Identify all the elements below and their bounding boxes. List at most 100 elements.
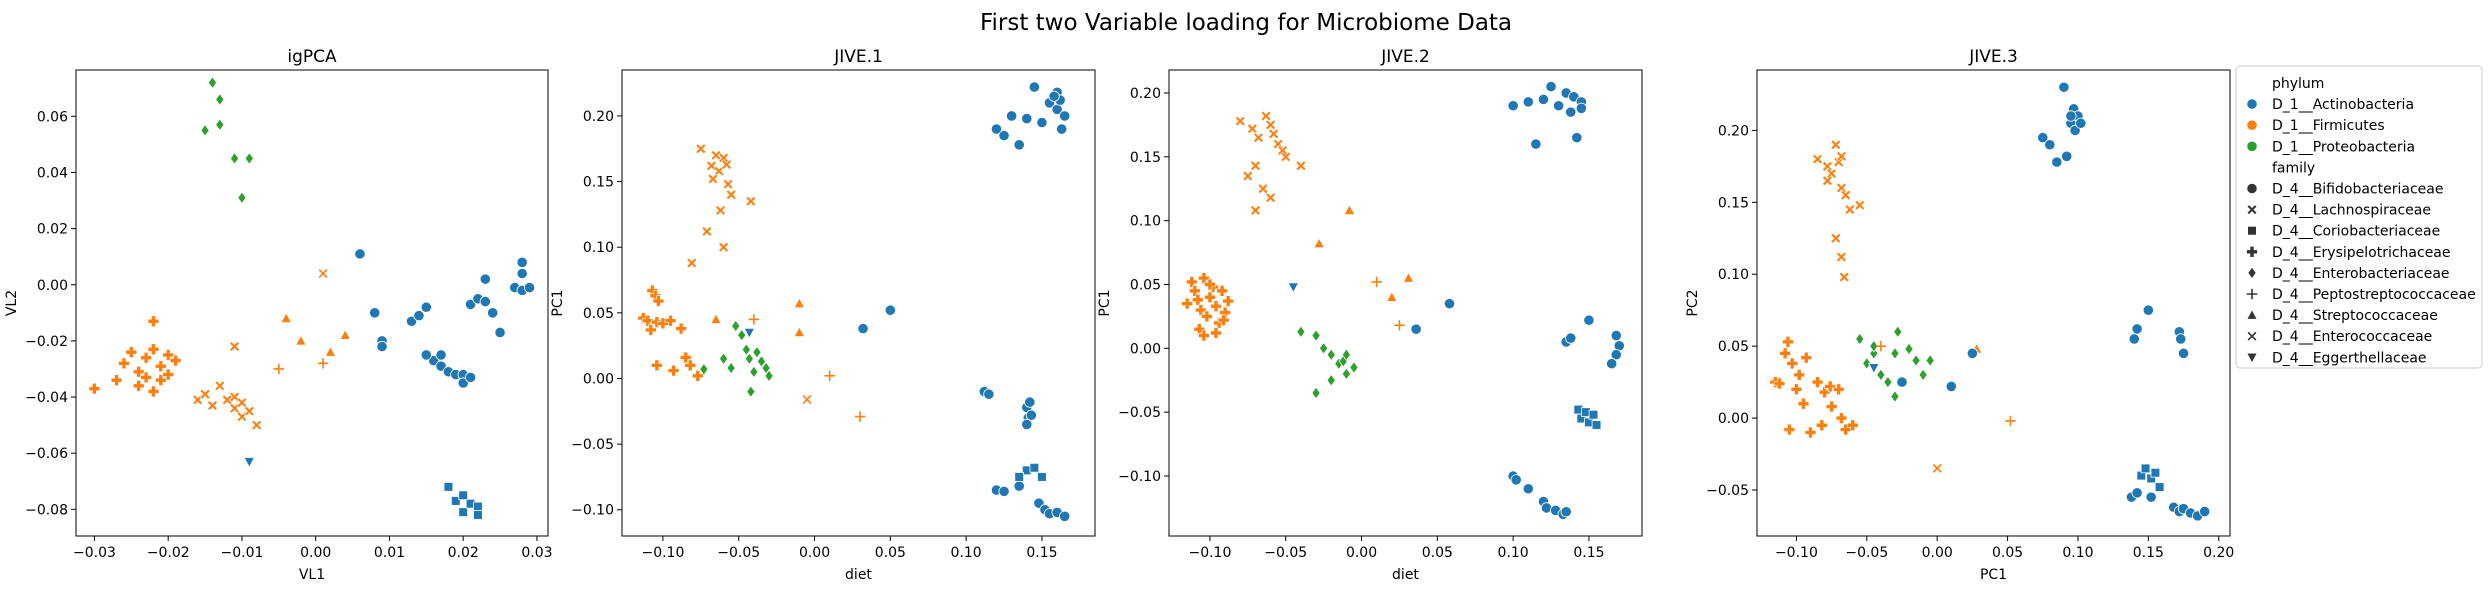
x-tick-label: 0.05	[1422, 545, 1453, 561]
point-4-67	[2131, 323, 2143, 335]
point-2-65	[1048, 90, 1060, 102]
point-1-38	[324, 345, 337, 357]
point-4-10	[1818, 386, 1831, 398]
point-4-21	[1822, 160, 1833, 172]
point-2-51	[884, 304, 896, 316]
x-tick-label: 0.00	[1346, 545, 1377, 561]
point-4-9	[1811, 376, 1824, 388]
point-2-84	[1014, 472, 1025, 482]
point-3-65	[1575, 102, 1587, 114]
point-3-54	[1507, 100, 1519, 112]
x-axis-label: diet	[1392, 567, 1419, 583]
point-1-28	[200, 123, 210, 137]
point-3-32	[1250, 205, 1261, 216]
point-3-45	[1287, 282, 1300, 294]
point-3-20	[1247, 123, 1258, 135]
subplot-1: −0.03 −0.02 −0.01 0.00 0.01 0.02 0.03 −0.08 −0.0…	[4, 47, 553, 583]
point-4-1	[1773, 377, 1786, 390]
point-2-47	[746, 385, 756, 399]
point-4-59	[2061, 150, 2073, 162]
point-4-43	[1925, 354, 1935, 367]
point-2-64	[1056, 123, 1068, 135]
point-3-22	[1260, 110, 1272, 122]
points-4	[1769, 81, 2211, 522]
x-tick-label: 0.10	[2062, 545, 2093, 561]
point-3-86	[1591, 420, 1602, 430]
point-1-13	[162, 368, 174, 381]
point-1-72	[458, 490, 469, 501]
point-1-39	[273, 363, 285, 375]
point-1-31	[215, 118, 225, 132]
point-3-15	[1198, 329, 1210, 342]
x-tick-label: 0.05	[875, 545, 906, 561]
point-1-67	[516, 267, 528, 280]
point-3-37	[1326, 348, 1336, 362]
point-2-31	[793, 297, 806, 309]
point-4-6	[1793, 369, 1805, 381]
y-tick-label: 0.00	[1130, 341, 1161, 357]
point-2-53	[998, 130, 1010, 142]
point-1-41	[339, 328, 352, 340]
point-4-40	[1904, 342, 1914, 356]
point-4-8	[1800, 351, 1813, 364]
point-1-47	[405, 315, 418, 327]
point-2-35	[854, 411, 866, 422]
point-3-75	[1522, 483, 1534, 495]
point-1-48	[413, 310, 425, 322]
legend-phylum-marker	[2246, 140, 2258, 152]
point-2-46	[764, 369, 774, 383]
x-axis-label: PC1	[1980, 567, 2007, 583]
point-3-29	[1242, 170, 1254, 182]
point-2-25	[715, 205, 726, 216]
point-2-2	[652, 295, 665, 307]
legend: phylum D_1__Actinobacteria D_1__Firmicutes…	[2235, 65, 2483, 369]
point-3-59	[1553, 100, 1565, 112]
point-3-66	[1583, 314, 1595, 326]
point-2-33	[824, 370, 835, 382]
point-1-51	[420, 349, 432, 361]
point-2-72	[1021, 418, 1033, 431]
point-2-11	[679, 351, 692, 364]
point-1-62	[487, 307, 499, 319]
point-4-19	[1804, 426, 1817, 439]
legend-box	[2235, 65, 2483, 369]
point-2-24	[745, 195, 757, 207]
point-2-83	[1037, 472, 1047, 482]
legend-family-marker	[2246, 246, 2258, 258]
point-3-18	[1204, 278, 1216, 291]
point-1-23	[236, 397, 248, 409]
subplot-3: −0.10 −0.05 0.00 0.05 0.10 0.15 −0.10 −0.05 0.00…	[1097, 47, 1643, 583]
subplot-title: igPCA	[287, 47, 337, 67]
point-1-73	[458, 507, 469, 517]
point-1-53	[435, 349, 447, 361]
point-2-13	[692, 370, 704, 382]
point-1-61	[479, 295, 491, 308]
point-4-48	[1875, 340, 1887, 352]
point-2-38	[731, 319, 741, 333]
point-2-27	[718, 241, 729, 253]
x-tick-label: −0.05	[717, 545, 760, 561]
point-2-52	[990, 123, 1003, 135]
point-3-41	[1349, 361, 1359, 374]
legend-family-label: D_4__Streptococcaceae	[2272, 308, 2438, 324]
point-2-22	[707, 173, 719, 185]
legend-family-marker	[2246, 204, 2258, 215]
point-3-44	[1311, 386, 1321, 400]
point-4-39	[1893, 325, 1903, 339]
point-4-36	[1876, 368, 1886, 382]
point-2-32	[793, 326, 806, 338]
point-4-71	[2177, 347, 2190, 359]
y-tick-label: 0.00	[37, 278, 68, 294]
point-4-38	[1890, 346, 1900, 360]
point-2-10	[667, 364, 680, 377]
legend-hue-title: phylum	[2272, 76, 2324, 92]
point-1-70	[443, 482, 454, 492]
point-1-49	[420, 301, 432, 313]
point-3-6	[1201, 310, 1213, 323]
point-4-26	[1836, 182, 1847, 194]
point-1-33	[244, 152, 254, 165]
point-1-6	[140, 351, 152, 364]
point-2-14	[675, 322, 687, 335]
point-1-71	[450, 496, 461, 506]
